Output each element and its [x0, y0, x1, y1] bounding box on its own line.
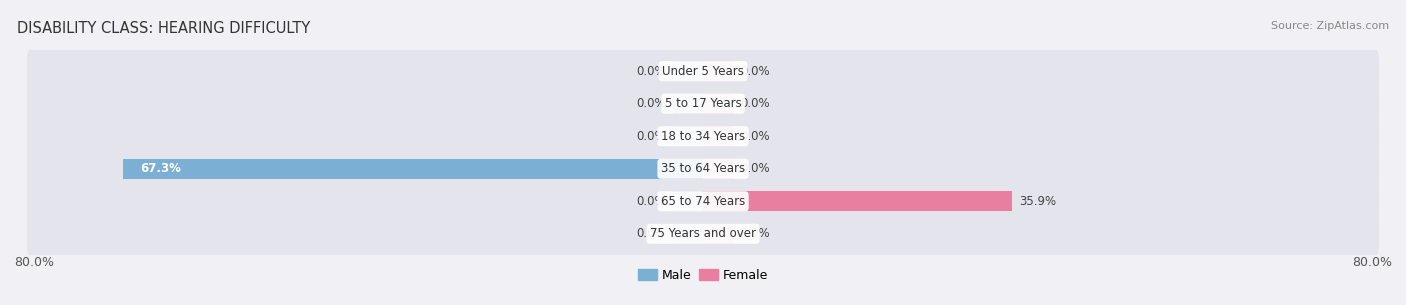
Bar — [703, 159, 733, 179]
FancyBboxPatch shape — [27, 148, 1379, 190]
Bar — [703, 191, 1012, 211]
Text: 67.3%: 67.3% — [141, 162, 181, 175]
Text: 80.0%: 80.0% — [14, 256, 53, 269]
Text: 35.9%: 35.9% — [1019, 195, 1056, 208]
Text: Under 5 Years: Under 5 Years — [662, 65, 744, 78]
Bar — [673, 126, 703, 146]
Bar — [673, 61, 703, 81]
Text: 65 to 74 Years: 65 to 74 Years — [661, 195, 745, 208]
Text: 0.0%: 0.0% — [637, 227, 666, 240]
Text: 0.0%: 0.0% — [740, 97, 769, 110]
Text: 0.0%: 0.0% — [740, 227, 769, 240]
Bar — [673, 224, 703, 244]
FancyBboxPatch shape — [27, 213, 1379, 255]
Text: 18 to 34 Years: 18 to 34 Years — [661, 130, 745, 143]
Text: 0.0%: 0.0% — [740, 162, 769, 175]
Text: 0.0%: 0.0% — [740, 65, 769, 78]
Text: 0.0%: 0.0% — [637, 130, 666, 143]
Legend: Male, Female: Male, Female — [633, 264, 773, 287]
Bar — [673, 94, 703, 114]
Text: 80.0%: 80.0% — [1353, 256, 1392, 269]
FancyBboxPatch shape — [27, 180, 1379, 222]
Bar — [703, 61, 733, 81]
Bar — [673, 191, 703, 211]
Bar — [124, 159, 703, 179]
Bar — [703, 126, 733, 146]
Bar — [703, 94, 733, 114]
Text: Source: ZipAtlas.com: Source: ZipAtlas.com — [1271, 21, 1389, 31]
Text: DISABILITY CLASS: HEARING DIFFICULTY: DISABILITY CLASS: HEARING DIFFICULTY — [17, 21, 311, 36]
Text: 0.0%: 0.0% — [740, 130, 769, 143]
Text: 5 to 17 Years: 5 to 17 Years — [665, 97, 741, 110]
Text: 0.0%: 0.0% — [637, 65, 666, 78]
Text: 0.0%: 0.0% — [637, 97, 666, 110]
Bar — [703, 224, 733, 244]
FancyBboxPatch shape — [27, 83, 1379, 125]
Text: 35 to 64 Years: 35 to 64 Years — [661, 162, 745, 175]
FancyBboxPatch shape — [27, 115, 1379, 157]
FancyBboxPatch shape — [27, 50, 1379, 92]
Text: 0.0%: 0.0% — [637, 195, 666, 208]
Text: 75 Years and over: 75 Years and over — [650, 227, 756, 240]
